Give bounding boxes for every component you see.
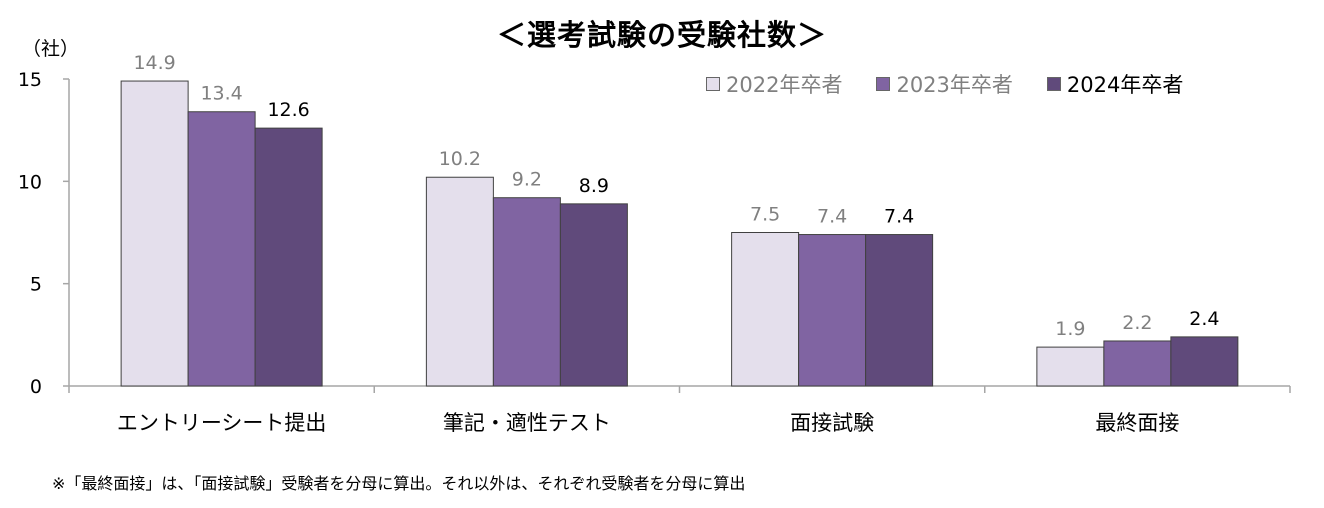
x-category-label: 面接試験 — [790, 411, 874, 435]
legend-label-2022: 2022年卒者 — [726, 73, 843, 97]
data-label: 10.2 — [439, 148, 481, 170]
data-label: 7.4 — [817, 206, 847, 228]
bar — [254, 127, 323, 387]
y-tick-label: 0 — [30, 376, 42, 398]
bar — [559, 203, 628, 387]
legend-label-2023: 2023年卒者 — [896, 73, 1013, 97]
x-category-label: エントリーシート提出 — [117, 411, 327, 435]
y-axis-unit-label: （社） — [22, 38, 80, 60]
bar — [1170, 336, 1239, 387]
bar — [120, 80, 189, 387]
bar — [731, 232, 800, 387]
data-label: 7.5 — [750, 204, 780, 226]
legend-item-2023: 2023年卒者 — [876, 69, 1013, 99]
legend: 2022年卒者 2023年卒者 2024年卒者 — [706, 69, 1183, 99]
y-tick-label: 5 — [30, 274, 42, 296]
data-label: 2.2 — [1122, 312, 1152, 334]
bar — [425, 176, 494, 387]
data-label: 9.2 — [512, 169, 542, 191]
data-label: 2.4 — [1189, 308, 1219, 330]
footnote: ※「最終面接」は、「面接試験」受験者を分母に算出。それ以外は、それぞれ受験者を分… — [52, 474, 746, 493]
data-label: 12.6 — [267, 99, 309, 121]
x-category-label: 筆記・適性テスト — [443, 411, 611, 435]
legend-label-2024: 2024年卒者 — [1066, 73, 1184, 97]
bar — [1103, 340, 1172, 387]
data-label: 14.9 — [133, 52, 175, 74]
legend-swatch-2024 — [1046, 77, 1061, 91]
y-tick-label: 15 — [18, 69, 42, 91]
y-tick-label: 10 — [18, 171, 42, 193]
bar — [798, 234, 867, 387]
bar — [187, 111, 256, 387]
bar — [492, 197, 561, 387]
legend-item-2024: 2024年卒者 — [1046, 69, 1184, 99]
data-label: 13.4 — [200, 83, 242, 105]
data-label: 8.9 — [579, 175, 609, 197]
legend-item-2022: 2022年卒者 — [706, 69, 842, 99]
chart-title: ＜選考試験の受験社数＞ — [496, 18, 827, 52]
x-category-label: 最終面接 — [1095, 411, 1179, 435]
data-label: 7.4 — [884, 206, 914, 228]
legend-swatch-2022 — [706, 77, 720, 91]
bar — [865, 234, 934, 387]
data-label: 1.9 — [1055, 318, 1085, 340]
bar — [1036, 346, 1105, 387]
legend-swatch-2023 — [876, 77, 891, 91]
